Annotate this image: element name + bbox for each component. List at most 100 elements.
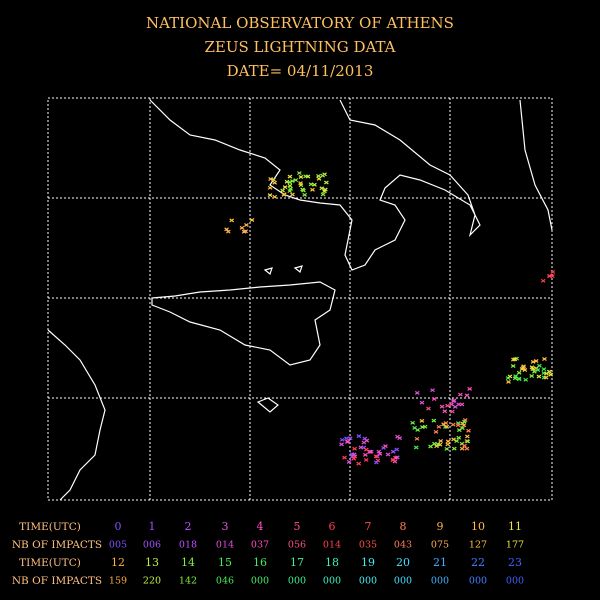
strike [438, 439, 444, 443]
strike [522, 368, 528, 372]
strike [282, 185, 288, 190]
impact-count: 014 [323, 540, 341, 551]
hour: 4 [257, 520, 264, 533]
strike [451, 437, 456, 442]
strike [363, 457, 369, 462]
strike [459, 446, 465, 451]
hour: 15 [218, 556, 232, 569]
impact-count: 142 [179, 576, 197, 587]
hour: 21 [433, 556, 447, 569]
strike [467, 386, 473, 391]
strike [431, 397, 437, 401]
strike [450, 409, 455, 414]
strike [281, 192, 287, 197]
hour: 0 [115, 520, 122, 533]
strike [419, 418, 425, 423]
strike [530, 367, 536, 372]
strike [397, 436, 402, 441]
strike [442, 409, 448, 414]
strike [287, 174, 293, 179]
impact-count: 159 [109, 576, 127, 587]
strike [344, 439, 350, 444]
legend: TIME(UTC)NB OF IMPACTS000510062018301440… [12, 520, 524, 587]
strike [451, 446, 457, 451]
strike [520, 365, 526, 370]
header: NATIONAL OBSERVATORY OF ATHENS ZEUS LIGH… [146, 14, 454, 80]
strike [461, 423, 467, 428]
strike [302, 192, 308, 197]
impacts-label: NB OF IMPACTS [12, 575, 102, 587]
strike [445, 439, 451, 444]
strike [358, 445, 364, 450]
strike [376, 449, 382, 454]
strike [229, 218, 235, 223]
impact-count: 000 [288, 576, 306, 587]
strike [351, 456, 357, 461]
strike [455, 423, 461, 428]
hour: 16 [253, 556, 267, 569]
header-line: ZEUS LIGHTNING DATA [205, 38, 396, 56]
strike [296, 171, 302, 176]
sicily [151, 281, 336, 366]
coastline [149, 99, 481, 271]
strike [346, 459, 352, 464]
strike [224, 227, 229, 232]
strike [428, 444, 433, 449]
strike [543, 375, 549, 380]
strike [541, 367, 547, 372]
hour: 12 [111, 556, 125, 569]
hour: 14 [181, 556, 195, 569]
hour: 17 [290, 556, 304, 569]
strike [456, 402, 462, 407]
strike [414, 390, 420, 395]
strike [316, 176, 322, 181]
strike [536, 374, 542, 379]
strike [516, 370, 522, 375]
strike [339, 442, 344, 447]
strike [272, 194, 278, 199]
strike [267, 185, 273, 190]
hour: 20 [396, 556, 410, 569]
strike [303, 174, 308, 179]
strike [390, 457, 396, 462]
strike [422, 424, 428, 429]
strike [351, 452, 357, 457]
strike [419, 400, 425, 405]
strike [432, 441, 437, 446]
strike [449, 402, 454, 407]
strike [362, 436, 368, 441]
strike [414, 436, 420, 441]
strike [280, 188, 285, 193]
strike [550, 274, 555, 279]
hour: 7 [365, 520, 372, 533]
strike [373, 454, 379, 459]
coastline [519, 99, 553, 231]
strike [465, 439, 471, 444]
strike [344, 436, 349, 441]
strike [320, 173, 326, 178]
strike [312, 182, 317, 187]
strike [535, 367, 541, 372]
strike [464, 446, 470, 451]
strike [293, 178, 299, 183]
strike [413, 445, 419, 450]
strike [540, 278, 546, 283]
hour: 8 [400, 520, 407, 533]
header-line: NATIONAL OBSERVATORY OF ATHENS [146, 14, 454, 32]
strike [267, 193, 273, 198]
hour: 11 [508, 520, 522, 533]
map-frame [47, 97, 553, 501]
time-label: TIME(UTC) [19, 521, 81, 533]
coastline [47, 329, 106, 501]
strike [385, 452, 391, 457]
strike [298, 174, 304, 179]
strike [450, 422, 456, 427]
strike [512, 376, 518, 381]
strike [352, 446, 357, 451]
strike [310, 187, 315, 192]
strike [287, 180, 293, 185]
impact-count: 043 [394, 540, 412, 551]
strike [464, 434, 470, 439]
strike [532, 369, 537, 374]
strike [356, 434, 362, 439]
